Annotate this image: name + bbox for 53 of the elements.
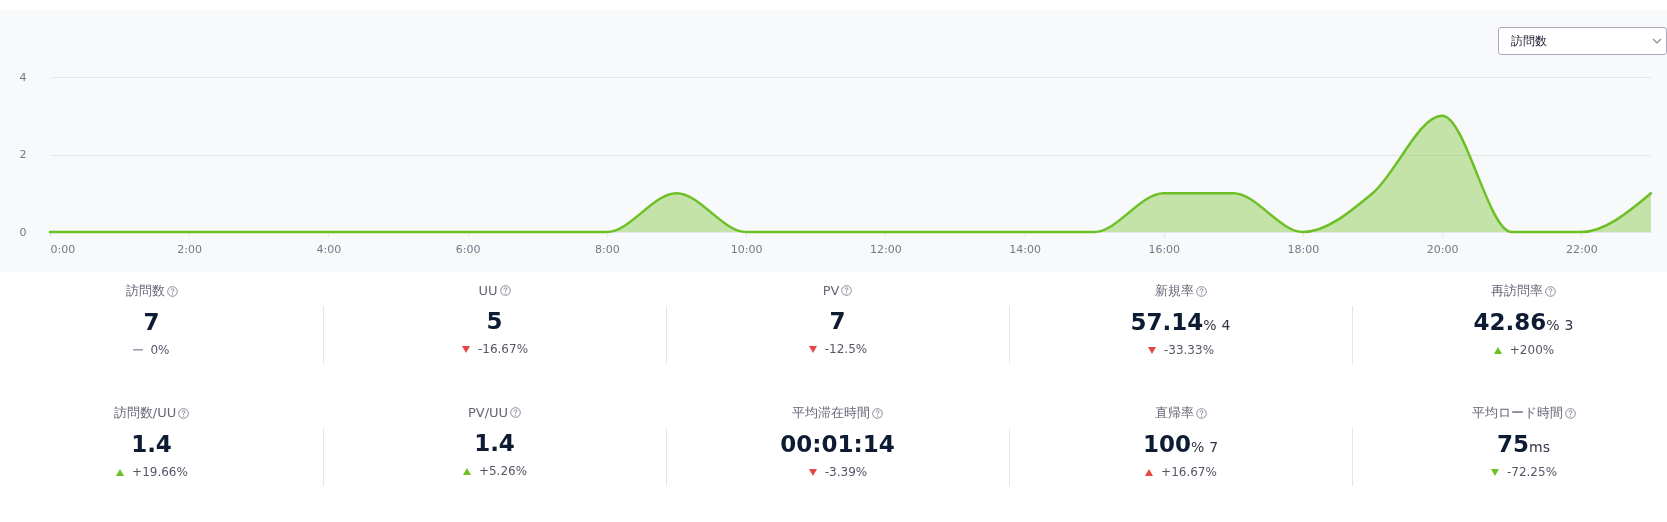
text: 3 bbox=[1564, 317, 1574, 333]
text: 75 bbox=[1497, 431, 1530, 457]
y-tick-label: 4 bbox=[19, 70, 27, 84]
x-tick-label: 18:00 bbox=[1287, 242, 1320, 256]
x-tick-label: 22:00 bbox=[1566, 242, 1598, 256]
text: -12.5% bbox=[824, 342, 868, 356]
text: ms bbox=[1529, 439, 1550, 455]
text: +19.66% bbox=[132, 465, 188, 479]
text: PV bbox=[822, 283, 840, 298]
dropdown-field: 訪問数 bbox=[1498, 27, 1667, 55]
x-tick-label: 0:00 bbox=[50, 242, 76, 256]
text: 1.4 bbox=[474, 430, 515, 456]
text: 再訪問率 bbox=[1491, 282, 1543, 300]
text: 新規率 bbox=[1154, 282, 1194, 300]
text: 7 bbox=[1209, 439, 1219, 455]
text: 平均ロード時間 bbox=[1471, 404, 1563, 422]
text: 00:01:14 bbox=[780, 431, 895, 457]
text: % bbox=[1203, 317, 1217, 333]
text: -33.33% bbox=[1163, 343, 1215, 357]
text: % bbox=[1190, 439, 1205, 455]
text: 42.86 bbox=[1473, 309, 1547, 335]
text: 4 bbox=[1221, 317, 1231, 333]
text: 5 bbox=[486, 308, 503, 334]
text: 直帰率 bbox=[1154, 404, 1194, 422]
text: 57.14 bbox=[1130, 309, 1204, 335]
text: -16.67% bbox=[477, 342, 529, 356]
text: 100 bbox=[1142, 431, 1191, 457]
text: 7 bbox=[143, 309, 160, 335]
x-tick-label: 8:00 bbox=[595, 242, 620, 256]
text: 1.4 bbox=[131, 431, 172, 457]
text: 7 bbox=[829, 308, 846, 334]
y-tick-label: 2 bbox=[19, 148, 27, 161]
text: UU bbox=[478, 283, 498, 298]
x-tick-label: 4:00 bbox=[316, 242, 342, 256]
text: +16.67% bbox=[1161, 465, 1217, 479]
x-tick-label: 12:00 bbox=[869, 242, 902, 256]
text: -3.39% bbox=[824, 465, 868, 479]
text: % bbox=[1546, 317, 1560, 333]
x-tick-label: 20:00 bbox=[1426, 242, 1459, 256]
text: +200% bbox=[1509, 343, 1555, 357]
y-tick-label: 0 bbox=[19, 225, 27, 239]
x-tick-label: 16:00 bbox=[1148, 242, 1181, 256]
text: PV/UU bbox=[467, 405, 509, 420]
text: -72.25% bbox=[1506, 465, 1558, 479]
text: 訪問数 bbox=[125, 282, 165, 300]
text: 平均滞在時間 bbox=[792, 404, 870, 422]
text: +5.26% bbox=[478, 464, 528, 478]
x-tick-label: 6:00 bbox=[455, 242, 481, 256]
x-tick-label: 2:00 bbox=[177, 242, 203, 256]
x-tick-label: 14:00 bbox=[1009, 242, 1041, 256]
text: 訪問数/UU bbox=[113, 404, 177, 422]
text: 0% bbox=[150, 343, 170, 357]
x-tick-label: 10:00 bbox=[730, 242, 763, 256]
